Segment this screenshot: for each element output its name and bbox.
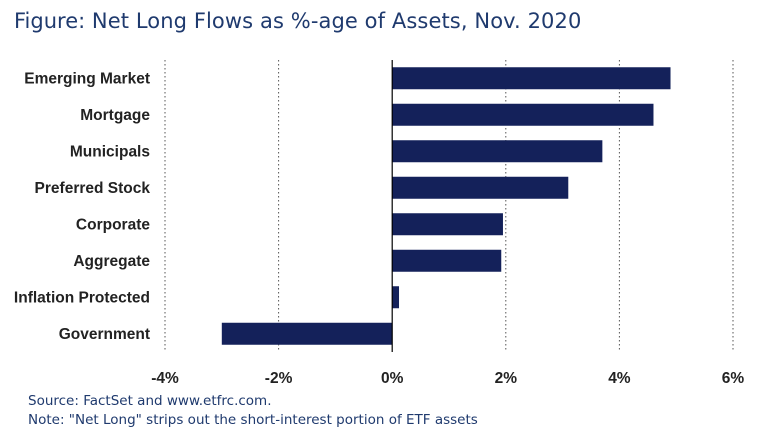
bar-2 <box>392 140 603 163</box>
bar-0 <box>392 67 671 90</box>
x-tick-label-5: 6% <box>722 370 745 387</box>
title-lead: Figure: <box>14 9 86 33</box>
chart-notes: Source: FactSet and www.etfrc.com. Note:… <box>28 392 478 430</box>
source-note: Source: FactSet and www.etfrc.com. <box>28 393 272 409</box>
category-label-2: Municipals <box>70 143 150 160</box>
bar-6 <box>392 286 400 309</box>
bar-5 <box>392 249 502 272</box>
category-label-1: Mortgage <box>80 107 150 124</box>
title-text: Net Long Flows as %-age of Assets, Nov. … <box>91 9 582 33</box>
x-tick-label-1: -2% <box>265 370 293 387</box>
bar-1 <box>392 103 654 126</box>
category-label-6: Inflation Protected <box>14 289 150 306</box>
definition-note: Note: "Net Long" strips out the short-in… <box>28 412 478 428</box>
category-label-5: Aggregate <box>73 253 150 270</box>
bar-4 <box>392 213 503 236</box>
x-tick-label-3: 2% <box>495 370 518 387</box>
bar-7 <box>221 322 393 345</box>
category-label-3: Preferred Stock <box>35 180 151 197</box>
bar-3 <box>392 176 569 199</box>
category-label-4: Corporate <box>76 216 150 233</box>
x-tick-label-2: 0% <box>381 370 404 387</box>
x-tick-label-0: -4% <box>151 370 179 387</box>
category-label-7: Government <box>59 326 150 343</box>
x-tick-label-4: 4% <box>608 370 631 387</box>
chart-title: Figure: Net Long Flows as %-age of Asset… <box>14 9 581 33</box>
category-label-0: Emerging Market <box>24 70 150 87</box>
